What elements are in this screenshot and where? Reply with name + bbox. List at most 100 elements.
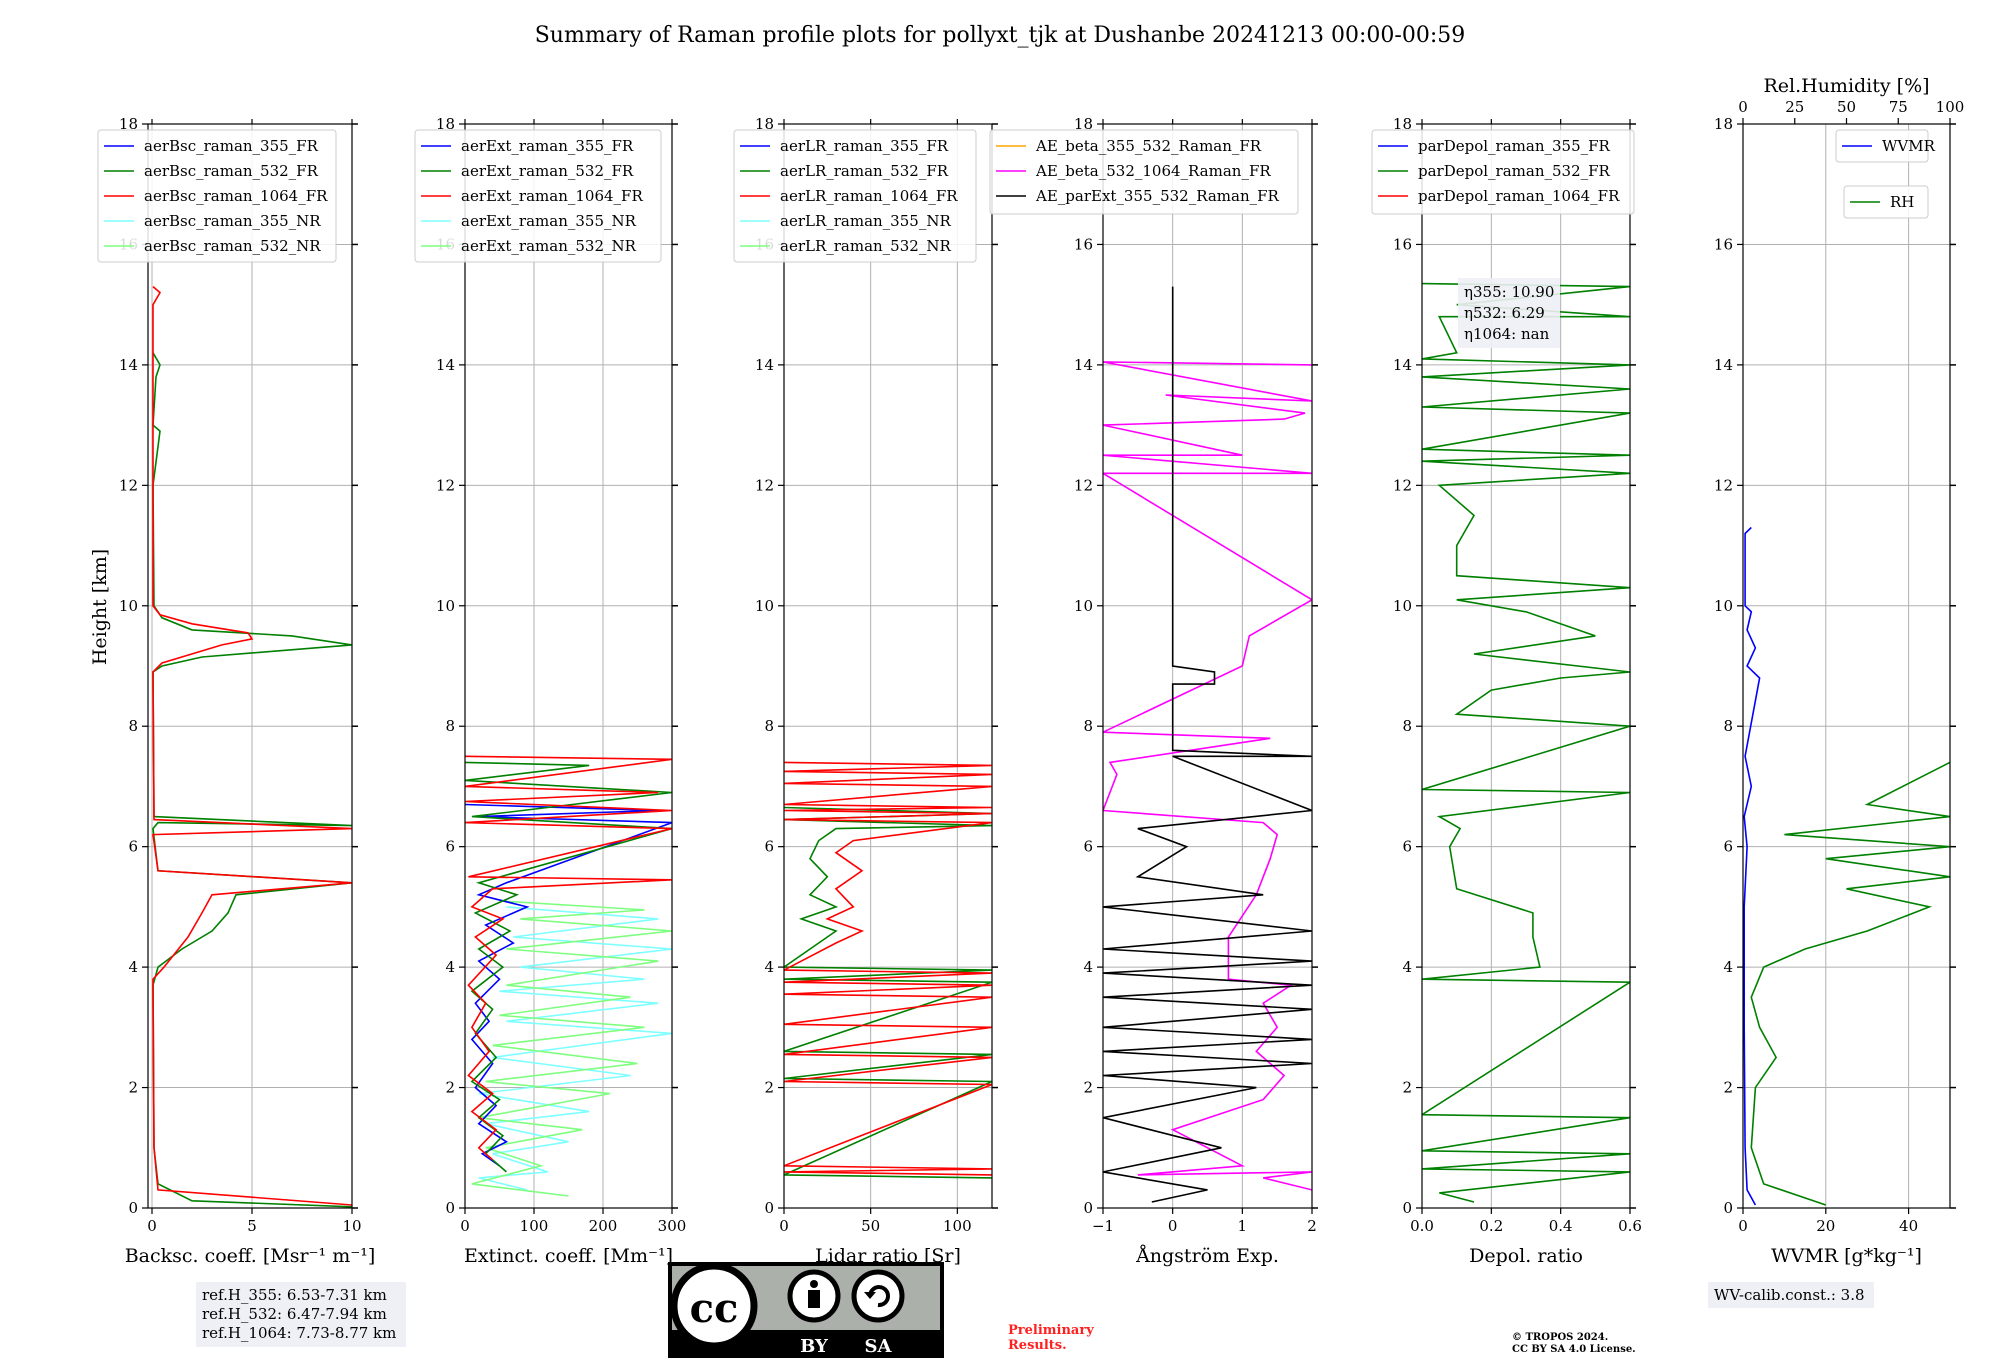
y-tick-label: 0 <box>1723 1199 1733 1217</box>
y-tick-label: 2 <box>445 1079 455 1097</box>
y-tick-label: 16 <box>1393 235 1412 253</box>
legend-label: aerBsc_raman_532_FR <box>144 162 319 180</box>
series-WVMR <box>1743 526 1761 1206</box>
axes-frame <box>147 123 353 1209</box>
y-tick-label: 10 <box>119 597 138 615</box>
x-axis-label: WVMR [g*kg⁻¹] <box>1771 1245 1922 1267</box>
y-tick-label: 14 <box>119 356 138 374</box>
x-tick-label: 0.6 <box>1618 1217 1642 1235</box>
y-tick-label: 18 <box>436 115 455 133</box>
y-tick-label: 10 <box>1074 597 1093 615</box>
ref-h-1064: ref.H_1064: 7.73-8.77 km <box>202 1324 396 1342</box>
legend-label: aerLR_raman_532_NR <box>780 237 951 255</box>
series-parDepol_raman_532_FR <box>1422 282 1630 1203</box>
y-tick-label: 10 <box>1714 597 1733 615</box>
x-tick-label: 200 <box>589 1217 618 1235</box>
y-tick-label: 8 <box>128 717 138 735</box>
panel-depol: 0 2 4 6 8 10 12 14 16 18 0.0 0.2 0.4 0.6 Depol. ratio p… <box>1371 115 1642 1267</box>
y-tick-label: 14 <box>1714 356 1733 374</box>
x-tick-label: 0 <box>460 1217 470 1235</box>
y-tick-label: 0 <box>1083 1199 1093 1217</box>
top-x-axis-label: Rel.Humidity [%] <box>1763 75 1929 97</box>
series-aerBsc_raman_1064_FR <box>152 285 352 1206</box>
y-tick-label: 4 <box>1083 958 1093 976</box>
y-tick-label: 10 <box>1393 597 1412 615</box>
legend-label: aerLR_raman_1064_FR <box>780 187 958 205</box>
x-tick-label: 0 <box>1738 1217 1748 1235</box>
panel-backscatter: 0246810121416180510Backsc. coeff. [Msr⁻¹… <box>97 115 376 1267</box>
y-tick-label: 18 <box>1074 115 1093 133</box>
x-tick-label: 0.0 <box>1410 1217 1434 1235</box>
figure-title: Summary of Raman profile plots for polly… <box>535 23 1466 48</box>
series-aerLR_raman_532_FR <box>784 806 992 1179</box>
legend-label: aerLR_raman_355_NR <box>780 212 951 230</box>
y-tick-label: 8 <box>1723 717 1733 735</box>
y-tick-label: 12 <box>436 476 455 494</box>
copyright-line2: CC BY SA 4.0 License. <box>1512 1344 1636 1355</box>
legend-label: aerBsc_raman_355_NR <box>144 212 321 230</box>
top-x-tick-label: 100 <box>1936 98 1965 116</box>
legend-lidar_ratio: aerLR_raman_355_FR aerLR_raman_532_FR aerL… <box>733 129 977 263</box>
panel-wvmr: 0 2 4 6 8 10 12 14 16 18 0 20 40 WVMR [g*kg⁻¹] 0 25 50 75… <box>1714 75 1964 1267</box>
y-tick-label: 8 <box>445 717 455 735</box>
x-tick-label: 40 <box>1899 1217 1918 1235</box>
y-tick-label: 14 <box>1393 356 1412 374</box>
top-x-tick-label: 25 <box>1785 98 1804 116</box>
x-axis-label: Depol. ratio <box>1469 1245 1583 1267</box>
series-RH <box>1750 761 1950 1206</box>
depol-eta-annotation: η355: 10.90 η532: 6.29 η1064: nan <box>1458 278 1560 348</box>
reference-height-box: ref.H_355: 6.53-7.31 km ref.H_532: 6.47-… <box>196 1282 406 1347</box>
panel-extinction: 0246810121416180100200300Extinct. coeff.… <box>414 115 686 1267</box>
legend-label: AE_beta_355_532_Raman_FR <box>1035 137 1262 155</box>
sa-label: SA <box>865 1336 893 1357</box>
y-tick-label: 8 <box>764 717 774 735</box>
legend-wvmr: WVMR <box>1835 129 1936 163</box>
wv-calib-text: WV-calib.const.: 3.8 <box>1714 1286 1865 1304</box>
y-tick-label: 4 <box>1723 958 1733 976</box>
eta-line: η532: 6.29 <box>1464 304 1545 322</box>
y-tick-label: 10 <box>755 597 774 615</box>
axes-frame <box>464 123 673 1209</box>
series-aerExt_raman_355_NR <box>478 906 672 1191</box>
x-axis-label: Backsc. coeff. [Msr⁻¹ m⁻¹] <box>125 1245 376 1267</box>
axes-frame <box>1421 123 1631 1209</box>
share-alike-icon <box>851 1269 905 1323</box>
axes-frame <box>1102 123 1313 1209</box>
top-x-tick-label: 50 <box>1837 98 1856 116</box>
legend-label: AE_beta_532_1064_Raman_FR <box>1035 162 1271 180</box>
y-tick-label: 6 <box>445 838 455 856</box>
legend-label: aerExt_raman_1064_FR <box>461 187 643 205</box>
series-aerExt_raman_355_FR <box>465 803 672 1167</box>
y-tick-label: 18 <box>119 115 138 133</box>
y-tick-label: 6 <box>128 838 138 856</box>
x-axis-label: Ångström Exp. <box>1135 1245 1279 1267</box>
legend-label: aerLR_raman_355_FR <box>780 137 949 155</box>
legend-label: parDepol_raman_532_FR <box>1418 162 1611 180</box>
y-tick-label: 0 <box>445 1199 455 1217</box>
x-tick-label: 0.2 <box>1479 1217 1503 1235</box>
top-x-tick-label: 0 <box>1738 98 1748 116</box>
series-AE_beta_532_1064_Raman_FR <box>1103 361 1312 1191</box>
y-tick-label: 2 <box>764 1079 774 1097</box>
copyright-line1: © TROPOS 2024. <box>1512 1332 1608 1343</box>
y-tick-label: 4 <box>1402 958 1412 976</box>
series-aerLR_raman_1064_FR <box>784 761 992 1176</box>
y-tick-label: 12 <box>755 476 774 494</box>
panel-lidar_ratio: 024681012141618050100Lidar ratio [Sr]aer… <box>733 115 998 1267</box>
y-tick-label: 2 <box>1083 1079 1093 1097</box>
x-tick-label: 2 <box>1307 1217 1317 1235</box>
legend-label: aerExt_raman_532_NR <box>461 237 637 255</box>
legend-label: aerBsc_raman_532_NR <box>144 237 321 255</box>
x-tick-label: 10 <box>342 1217 361 1235</box>
x-tick-label: 20 <box>1816 1217 1835 1235</box>
cc-icon <box>670 1262 758 1350</box>
top-x-tick-label: 75 <box>1889 98 1908 116</box>
legend-rh: RH <box>1843 185 1929 219</box>
legend-label: RH <box>1890 193 1914 211</box>
series-aerBsc_raman_532_FR <box>152 352 352 1208</box>
y-tick-label: 18 <box>755 115 774 133</box>
legend-label: parDepol_raman_1064_FR <box>1418 187 1620 205</box>
series-aerExt_raman_1064_FR <box>465 755 672 1161</box>
y-tick-label: 6 <box>764 838 774 856</box>
legend-label: AE_parExt_355_532_Raman_FR <box>1035 187 1280 205</box>
